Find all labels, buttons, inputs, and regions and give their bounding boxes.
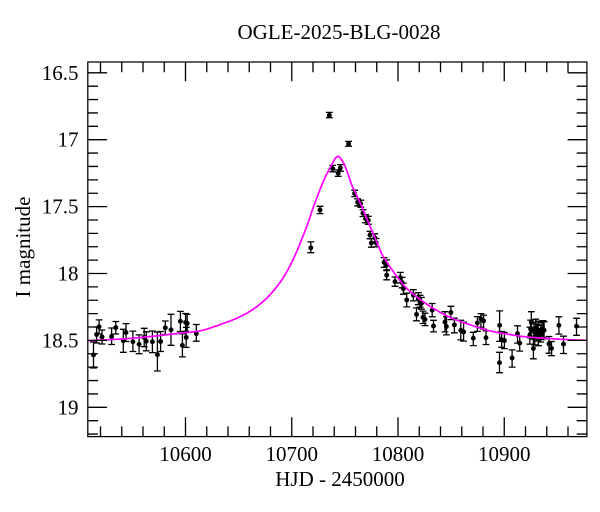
svg-text:18.5: 18.5 <box>42 328 79 352</box>
svg-text:10900: 10900 <box>478 442 531 466</box>
svg-text:10600: 10600 <box>159 442 212 466</box>
svg-text:18: 18 <box>58 262 79 286</box>
svg-text:HJD - 2450000: HJD - 2450000 <box>275 467 405 491</box>
svg-text:10800: 10800 <box>372 442 425 466</box>
svg-text:19: 19 <box>58 395 79 419</box>
svg-text:17: 17 <box>58 128 79 152</box>
svg-text:16.5: 16.5 <box>42 61 79 85</box>
svg-text:I magnitude: I magnitude <box>11 197 35 298</box>
svg-text:10700: 10700 <box>266 442 319 466</box>
svg-text:17.5: 17.5 <box>42 195 79 219</box>
svg-text:OGLE-2025-BLG-0028: OGLE-2025-BLG-0028 <box>238 20 441 44</box>
